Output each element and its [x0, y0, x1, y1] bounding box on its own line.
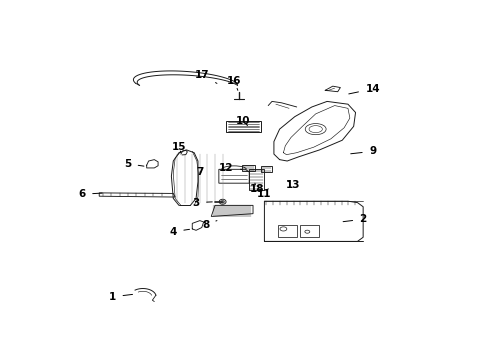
- Text: 3: 3: [193, 198, 212, 208]
- Text: 10: 10: [236, 116, 251, 126]
- Text: 17: 17: [195, 70, 217, 84]
- Text: 8: 8: [202, 220, 217, 230]
- Text: 11: 11: [257, 189, 271, 199]
- Text: 9: 9: [351, 146, 376, 156]
- Text: 5: 5: [124, 159, 144, 169]
- Text: 12: 12: [219, 163, 242, 173]
- Text: 1: 1: [109, 292, 132, 302]
- Text: 6: 6: [78, 189, 102, 199]
- Text: 18: 18: [249, 183, 264, 194]
- Text: 2: 2: [343, 214, 367, 224]
- Text: 16: 16: [227, 76, 241, 90]
- Text: 14: 14: [349, 84, 380, 94]
- Text: 7: 7: [196, 167, 203, 177]
- Text: 13: 13: [286, 180, 300, 190]
- Text: 4: 4: [170, 227, 190, 237]
- Text: 15: 15: [172, 142, 186, 153]
